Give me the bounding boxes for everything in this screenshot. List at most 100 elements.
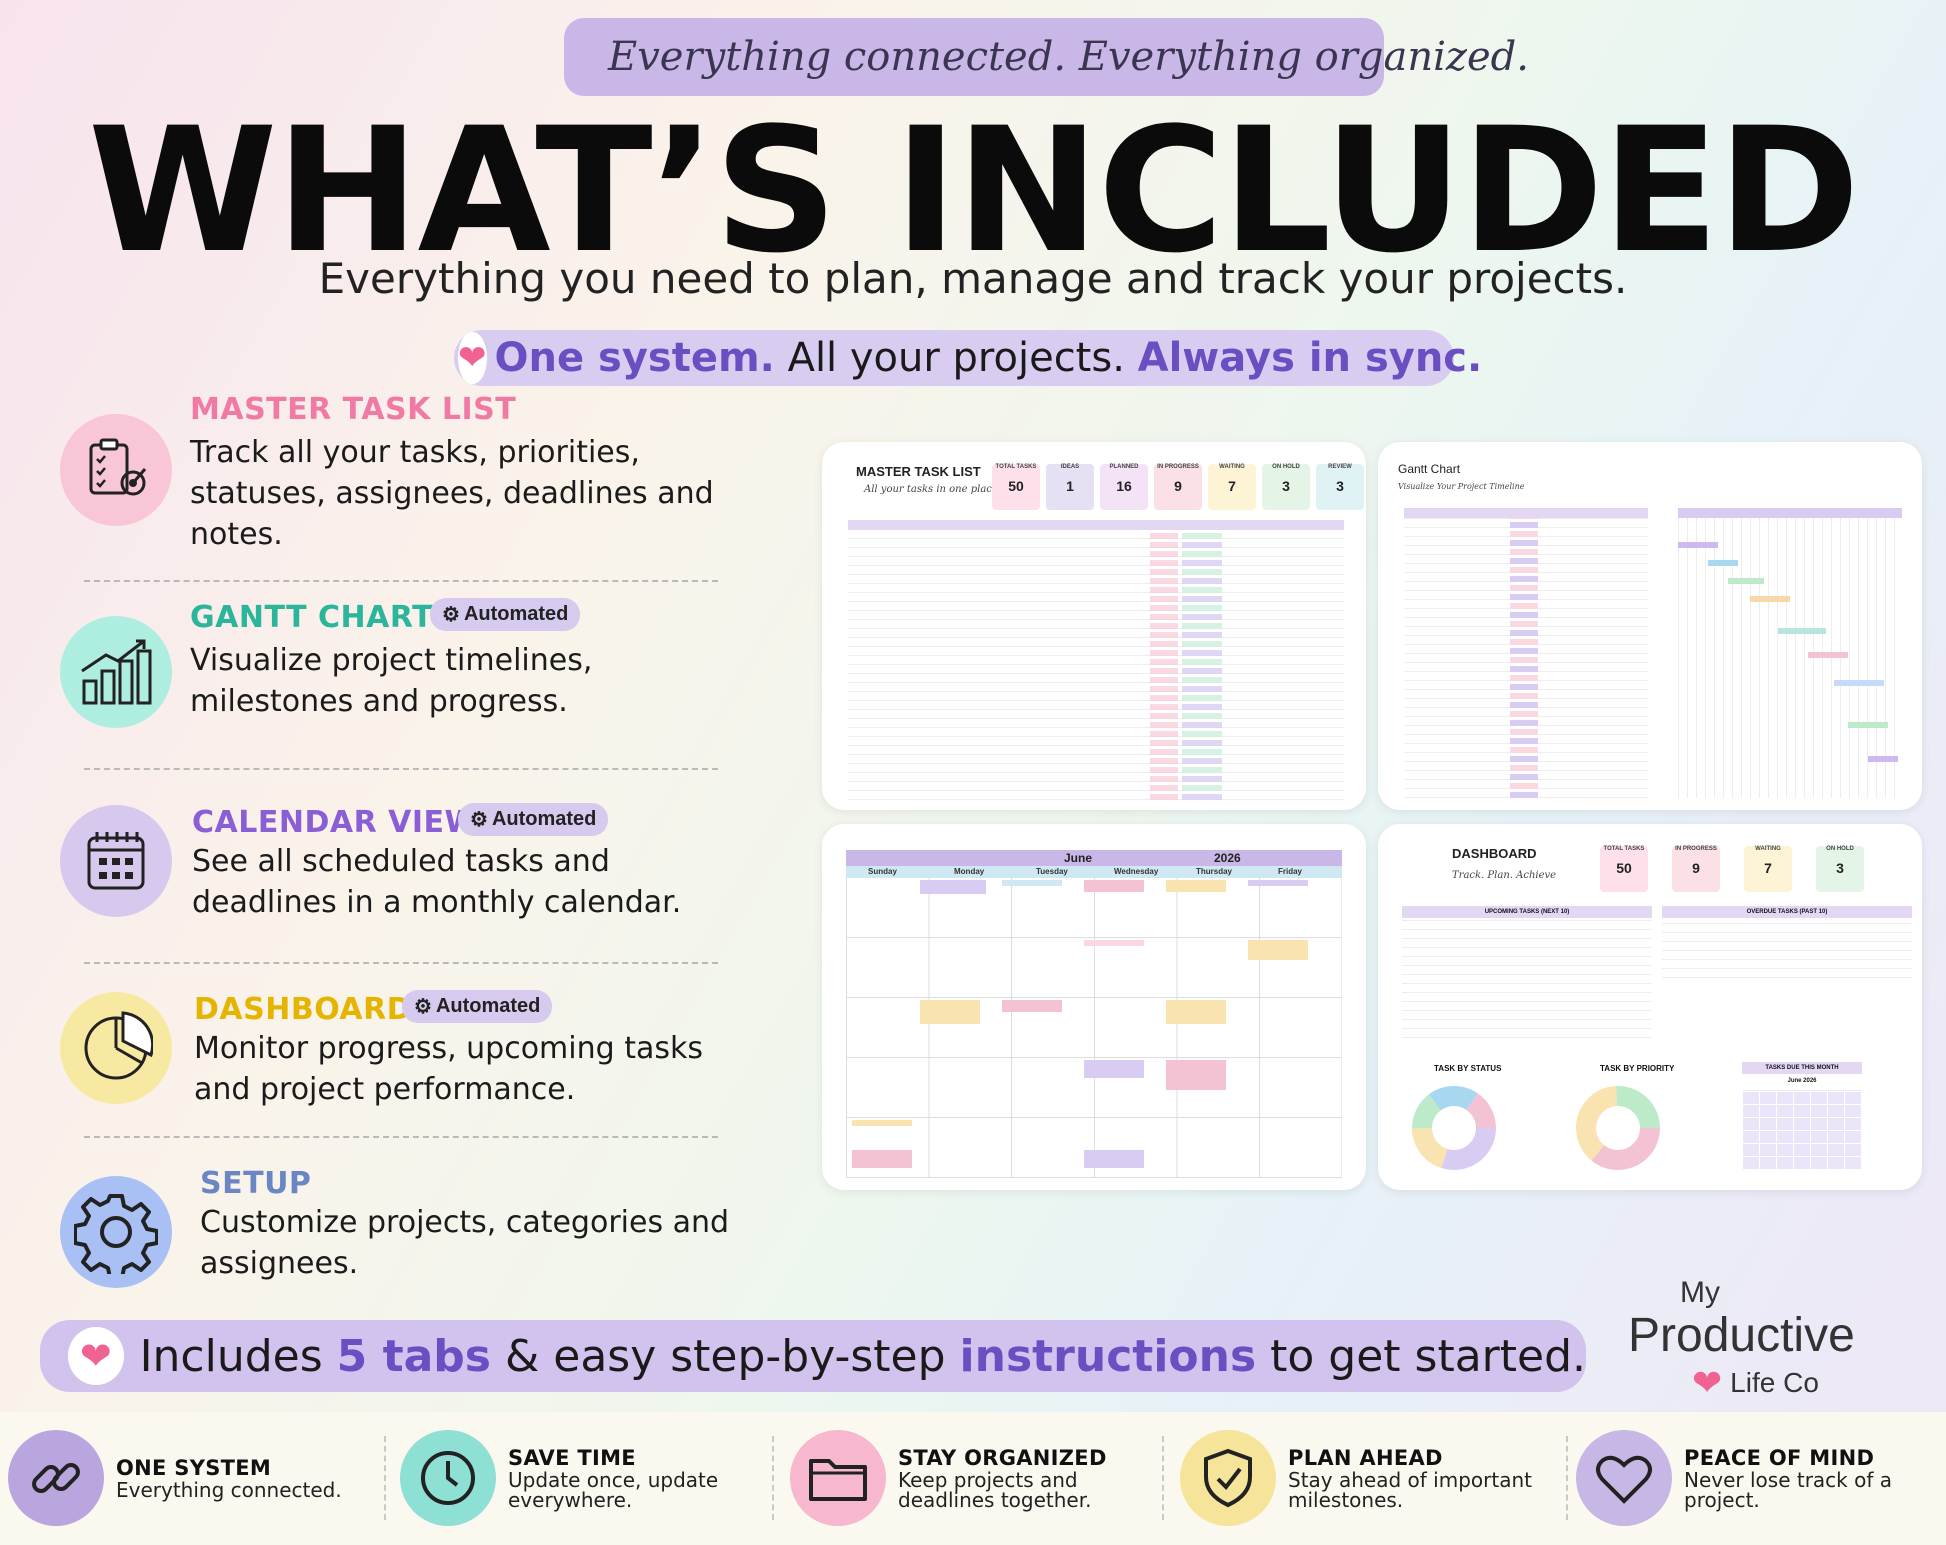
benefit-peace-of-mind: PEACE OF MIND Never lose track of a proje… xyxy=(1576,1428,1936,1528)
benefit-desc: Update once, update everywhere. xyxy=(508,1468,719,1512)
calendar-event xyxy=(1002,880,1062,886)
calendar-event xyxy=(1084,880,1144,892)
sync-part1: One system. xyxy=(494,335,775,381)
benefit-desc: Stay ahead of important milestones. xyxy=(1288,1468,1532,1512)
gantt-bar xyxy=(1678,542,1718,548)
divider xyxy=(84,580,718,582)
gantt-sub: Visualize Your Project Timeline xyxy=(1398,482,1525,491)
calendar-event xyxy=(1248,880,1308,886)
stat-on-hold: ON HOLD 3 xyxy=(1262,464,1310,510)
calendar-grid xyxy=(846,878,1342,1178)
feature-title: MASTER TASK LIST xyxy=(190,392,517,427)
automation-icon: ⚙ xyxy=(470,809,488,831)
sync-banner: ❤ One system. All your projects. Always … xyxy=(454,330,1482,386)
calendar-month[interactable]: June xyxy=(1064,851,1093,865)
feature-setup: SETUP Customize projects, categories and… xyxy=(60,1166,729,1306)
divider xyxy=(84,768,718,770)
benefit-title: PEACE OF MIND xyxy=(1684,1446,1875,1470)
feature-dashboard: DASHBOARD ⚙ Automated Monitor progress, u… xyxy=(60,990,720,1132)
benefit-desc: Keep projects and deadlines together. xyxy=(898,1468,1092,1512)
upcoming-header: UPCOMING TASKS (NEXT 10) xyxy=(1402,906,1652,918)
tagline-banner: Everything connected. Everything organiz… xyxy=(564,18,1529,96)
gear-icon xyxy=(60,1176,172,1288)
dash-stat-total: TOTAL TASKS 50 xyxy=(1600,846,1648,892)
bottom-text-4: instructions xyxy=(959,1330,1257,1382)
brand-logo: My Productive ❤ Life Co xyxy=(1628,1276,1908,1404)
bottom-text-1: Includes xyxy=(139,1330,337,1382)
priority-donut-chart xyxy=(1576,1086,1660,1170)
benefit-desc: Never lose track of a project. xyxy=(1684,1468,1893,1512)
shield-check-icon xyxy=(1180,1430,1276,1526)
calendar-icon xyxy=(60,805,172,917)
automation-icon: ⚙ xyxy=(442,604,460,626)
divider xyxy=(1162,1436,1164,1520)
feature-title: GANTT CHART xyxy=(190,600,434,635)
calendar-event xyxy=(852,1120,912,1126)
calendar-event xyxy=(1248,940,1308,960)
bottom-text-2: 5 tabs xyxy=(336,1330,491,1382)
benefit-title: SAVE TIME xyxy=(508,1446,636,1470)
gantt-bar xyxy=(1868,756,1898,762)
stat-in-progress: IN PROGRESS 9 xyxy=(1154,464,1202,510)
gantt-status-column xyxy=(1510,518,1538,798)
page-title: WHAT’S INCLUDED xyxy=(87,90,1860,291)
bottom-text-5: to get started. xyxy=(1256,1330,1586,1382)
heart-icon: ❤ xyxy=(68,1327,124,1385)
clock-icon xyxy=(400,1430,496,1526)
heart-icon: ❤ xyxy=(458,332,487,384)
gantt-bar xyxy=(1834,680,1884,686)
clipboard-target-icon xyxy=(60,414,172,526)
benefit-title: PLAN AHEAD xyxy=(1288,1446,1443,1470)
stat-review: REVIEW 3 xyxy=(1316,464,1364,510)
feature-desc: Customize projects, categories and assig… xyxy=(200,1205,730,1281)
calendar-event xyxy=(1002,1000,1062,1012)
feature-desc: Visualize project timelines, milestones … xyxy=(190,643,593,719)
stat-waiting: WAITING 7 xyxy=(1208,464,1256,510)
heart-icon: ❤ xyxy=(1692,1362,1723,1403)
dash-stat-on-hold: ON HOLD 3 xyxy=(1816,846,1864,892)
page-subtitle: Everything you need to plan, manage and … xyxy=(318,254,1628,303)
feature-desc: See all scheduled tasks and deadlines in… xyxy=(192,844,682,920)
feature-desc: Monitor progress, upcoming tasks and pro… xyxy=(194,1031,703,1107)
feature-title: CALENDAR VIEW xyxy=(192,805,479,840)
calendar-event xyxy=(920,880,986,894)
upcoming-table xyxy=(1402,918,1652,1038)
heart-icon xyxy=(1576,1430,1672,1526)
logo-line-2: Productive xyxy=(1628,1309,1855,1362)
timeline-header xyxy=(1678,508,1902,518)
task-table xyxy=(848,530,1344,800)
benefit-save-time: SAVE TIME Update once, update everywhere. xyxy=(400,1428,770,1528)
calendar-event xyxy=(920,1000,980,1024)
benefit-title: STAY ORGANIZED xyxy=(898,1446,1107,1470)
gantt-bar xyxy=(1808,652,1848,658)
bottom-text-3: & easy step-by-step xyxy=(490,1330,960,1382)
link-icon xyxy=(8,1430,104,1526)
automated-badge: ⚙ Automated xyxy=(430,598,581,631)
calendar-header: June 2026 xyxy=(846,850,1342,866)
calendar-event xyxy=(1084,1150,1144,1168)
gantt-bar xyxy=(1848,722,1888,728)
dash-stat-in-progress: IN PROGRESS 9 xyxy=(1672,846,1720,892)
calendar-event xyxy=(1166,1060,1226,1090)
feature-gantt-chart: GANTT CHART ⚙ Automated Visualize project… xyxy=(60,598,720,740)
calendar-day-header: Sunday Monday Tuesday Wednesday Thursday… xyxy=(846,866,1342,878)
dash-stat-waiting: WAITING 7 xyxy=(1744,846,1792,892)
sync-part2: All your projects. xyxy=(774,335,1138,381)
gantt-title: Gantt Chart xyxy=(1398,462,1461,476)
calendar-screenshot: June 2026 Sunday Monday Tuesday Wednesda… xyxy=(822,824,1366,1190)
stat-total: TOTAL TASKS 50 xyxy=(992,464,1040,510)
sync-part3: Always in sync. xyxy=(1137,335,1483,381)
calendar-event xyxy=(852,1150,912,1168)
divider xyxy=(384,1436,386,1520)
calendar-event xyxy=(1166,880,1226,892)
status-column xyxy=(1182,530,1222,800)
benefit-one-system: ONE SYSTEM Everything connected. xyxy=(8,1428,378,1528)
calendar-year[interactable]: 2026 xyxy=(1214,851,1241,865)
divider xyxy=(772,1436,774,1520)
divider xyxy=(84,962,718,964)
growth-chart-icon xyxy=(60,616,172,728)
priority-chart-title: TASK BY PRIORITY xyxy=(1600,1064,1675,1073)
feature-title: SETUP xyxy=(200,1166,312,1201)
gantt-bar xyxy=(1750,596,1790,602)
logo-line-1: My xyxy=(1680,1276,1720,1309)
